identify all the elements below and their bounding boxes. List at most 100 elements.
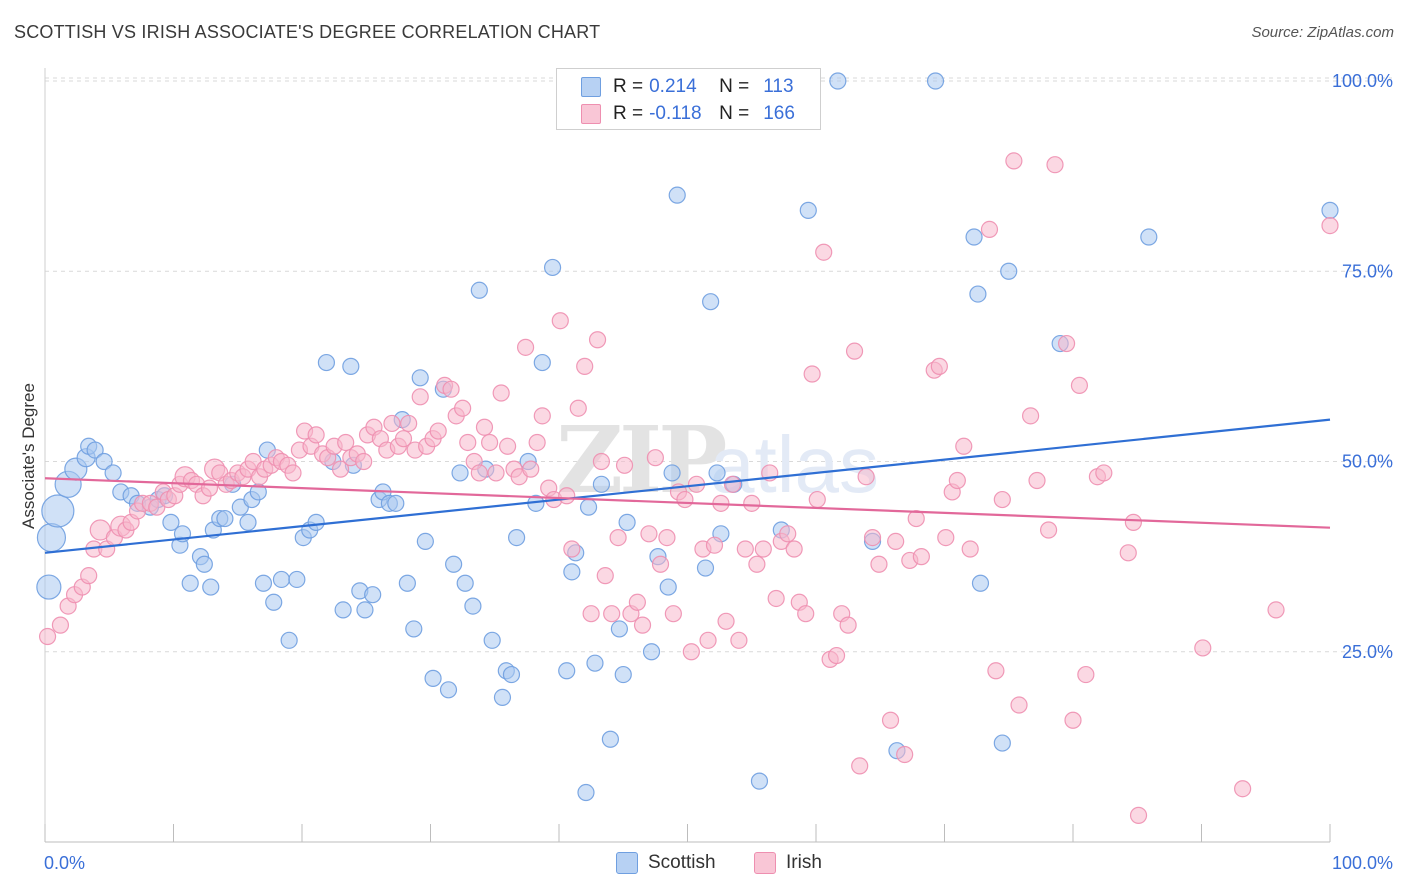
irish-point: [1095, 464, 1113, 482]
irish-point: [628, 593, 646, 611]
scottish-point: [558, 662, 576, 680]
irish-point: [592, 452, 611, 471]
irish-point: [815, 243, 833, 261]
scottish-point: [254, 574, 273, 592]
scottish-point: [464, 597, 482, 615]
scottish-point: [483, 631, 501, 649]
irish-point: [38, 627, 57, 646]
legend-item-irish[interactable]: Irish: [754, 852, 822, 874]
watermark-atlas: atlas: [710, 420, 879, 509]
irish-point: [730, 631, 748, 649]
scottish-point: [971, 574, 990, 592]
irish-point: [658, 528, 676, 547]
irish-point: [475, 418, 494, 436]
irish-trend-line: [44, 477, 1331, 529]
scottish-point: [642, 643, 661, 661]
scottish-point: [601, 730, 620, 748]
irish-point: [1064, 711, 1082, 729]
scottish-point: [507, 528, 526, 547]
scottish-point: [439, 681, 458, 699]
scottish-point: [926, 72, 945, 90]
irish-point: [1057, 334, 1076, 353]
irish-point: [1070, 376, 1089, 394]
scottish-point: [533, 353, 551, 372]
irish-point: [80, 567, 98, 585]
irish-point: [1077, 665, 1095, 684]
irish-point: [516, 338, 535, 356]
irish-point: [499, 437, 517, 455]
irish-point: [887, 532, 905, 551]
irish-point: [492, 384, 510, 402]
scottish-point: [288, 570, 306, 589]
scottish-point: [398, 574, 416, 592]
irish-point: [896, 745, 914, 764]
irish-point: [845, 342, 864, 360]
scottish-point: [610, 620, 628, 638]
irish-point: [803, 365, 821, 383]
grid-layer: [45, 77, 1392, 653]
irish-point: [588, 331, 607, 349]
irish-point: [284, 464, 302, 482]
irish-point: [1194, 639, 1212, 657]
irish-point: [383, 414, 401, 433]
scottish-point: [592, 475, 611, 493]
irish-point: [400, 414, 418, 433]
n-value: 113: [763, 76, 794, 97]
chart-title: SCOTTISH VS IRISH ASSOCIATE'S DEGREE COR…: [14, 22, 601, 42]
scottish-point: [195, 555, 213, 573]
y-tick-label-50: 50.0%: [1342, 452, 1393, 472]
irish-point: [839, 616, 857, 634]
legend-item-scottish[interactable]: Scottish: [616, 852, 716, 874]
y-axis-label: Associate's Degree: [19, 383, 38, 529]
irish-point: [1321, 216, 1339, 235]
irish-point: [851, 757, 869, 775]
irish-point: [699, 631, 717, 649]
scottish-point: [470, 281, 488, 299]
irish-point: [748, 555, 766, 573]
irish-point: [563, 540, 581, 558]
irish-point: [646, 449, 664, 467]
scottish-point: [356, 601, 374, 619]
irish-point: [767, 589, 785, 608]
x-tick-label-max: 100.0%: [1332, 853, 1393, 873]
irish-point: [736, 540, 754, 558]
trend-lines: [44, 418, 1331, 554]
irish-point: [1119, 544, 1137, 562]
scottish-point: [36, 574, 62, 600]
irish-point: [980, 220, 999, 238]
irish-point: [481, 433, 499, 452]
irish-point: [603, 605, 621, 623]
irish-point: [522, 460, 540, 478]
scottish-point: [416, 532, 434, 551]
irish-point: [682, 643, 700, 661]
irish-point: [664, 605, 682, 623]
irish-point: [1234, 780, 1252, 798]
irish-point: [948, 471, 966, 490]
irish-point: [596, 567, 614, 585]
scottish-point: [387, 494, 405, 512]
irish-point: [863, 528, 882, 547]
scottish-point: [456, 574, 474, 592]
irish-point: [651, 555, 670, 573]
irish-point: [930, 357, 948, 375]
scottish-point: [181, 574, 199, 592]
y-tick-label-25: 25.0%: [1342, 642, 1393, 662]
stats-row-scottish: R = 0.214 N = 113: [581, 75, 794, 99]
irish-point: [1124, 513, 1142, 531]
scottish-point: [445, 555, 463, 573]
irish-point: [987, 662, 1005, 680]
scottish-point: [750, 772, 769, 790]
scottish-point: [829, 72, 847, 90]
irish-point: [459, 433, 477, 452]
irish-point: [808, 490, 826, 509]
scottish-point: [239, 513, 257, 531]
scottish-point: [659, 578, 677, 596]
scottish-point: [543, 258, 562, 277]
scottish-point: [202, 578, 220, 596]
scottish-point: [86, 441, 104, 459]
stats-row-irish: R = -0.118 N = 166: [581, 102, 795, 126]
irish-point: [487, 464, 505, 482]
irish-point: [993, 490, 1011, 509]
irish-point: [551, 312, 569, 330]
irish-point: [200, 479, 219, 497]
